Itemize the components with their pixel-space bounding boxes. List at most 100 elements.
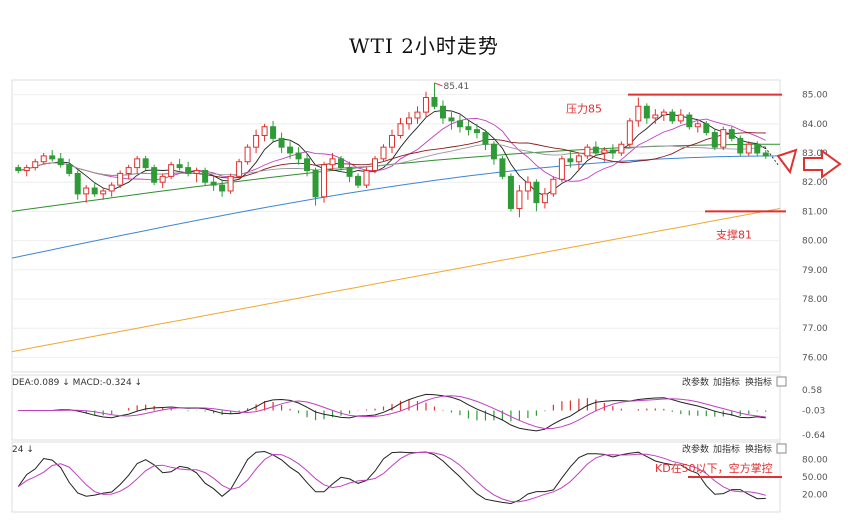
kd-frame — [11, 441, 781, 513]
candle-body — [465, 126, 472, 131]
candle-body — [609, 149, 616, 154]
y-tick-label: 78.00 — [802, 295, 828, 305]
candle-body — [151, 167, 158, 183]
candle-body — [448, 117, 455, 122]
candle-body — [219, 184, 226, 192]
candle-body — [202, 170, 209, 183]
plot-frame — [11, 79, 781, 373]
candle-body — [176, 164, 183, 169]
swap-indicator-button: 换指标 — [745, 376, 772, 388]
candle-body — [737, 137, 744, 154]
candle-body — [618, 143, 625, 154]
kd-label: 24 ↓ — [12, 445, 34, 455]
change-params-button: 改参数 — [682, 443, 709, 455]
candle-body — [168, 164, 175, 177]
candle-body — [108, 184, 115, 192]
candle-body — [372, 158, 379, 172]
close-icon — [776, 376, 787, 387]
candle-body — [278, 137, 285, 148]
main-price-panel: 85.00 84.00 83.00 82.00 81.00 80.00 79.00 78.00… — [11, 79, 842, 373]
candle-body — [66, 164, 73, 174]
kd-tick: 50.00 — [802, 473, 828, 483]
y-tick-label: 81.00 — [802, 207, 828, 217]
candle-body — [159, 175, 166, 183]
candle-body — [380, 146, 387, 160]
candle-body — [643, 105, 650, 119]
candle-body — [134, 158, 141, 169]
candle-body — [584, 146, 591, 157]
kd-tick: 80.00 — [802, 456, 828, 466]
candle-body — [236, 161, 243, 177]
support-label: 支撑81 — [716, 227, 752, 241]
peak-label: 85.41 — [443, 82, 469, 92]
candle-body — [57, 158, 64, 166]
candle-body — [117, 172, 124, 186]
candle-body — [762, 152, 769, 157]
macd-label: DEA:0.089 ↓ MACD:-0.324 ↓ — [12, 378, 142, 388]
candle-body — [626, 120, 633, 145]
kd-panel: 24 ↓ 改参数 加指标 换指标 80.00 50.00 20.00 KD在50以下，空方掌控 — [11, 441, 828, 513]
right-arrow-icon — [803, 149, 842, 179]
ma-5-line — [18, 109, 767, 197]
candle-body — [499, 158, 506, 177]
kd-annotation: KD在50以下，空方掌控 — [655, 461, 773, 475]
candle-body — [507, 175, 514, 209]
candle-body — [270, 126, 277, 139]
k-line — [17, 450, 766, 505]
dea-line — [18, 395, 766, 430]
page-title: WTI 2小时走势 — [349, 34, 499, 58]
candle-body — [15, 167, 22, 172]
candle-body — [49, 155, 56, 160]
candle-body — [635, 105, 642, 122]
ma-line-1 — [11, 208, 781, 353]
candle-body — [720, 129, 727, 148]
candle-body — [210, 181, 217, 186]
ma-30-line — [18, 143, 766, 176]
candle-body — [669, 111, 676, 122]
add-indicator-button: 加指标 — [713, 376, 740, 388]
swap-indicator-button: 换指标 — [745, 443, 772, 455]
kd-tick: 20.00 — [802, 490, 828, 500]
candle-body — [355, 175, 362, 186]
macd-frame — [11, 374, 781, 441]
candle-body — [389, 134, 395, 148]
candle-body — [253, 134, 260, 148]
candle-body — [244, 146, 251, 163]
candle-body — [524, 181, 531, 192]
candle-body — [304, 158, 311, 172]
candle-body — [363, 170, 370, 186]
candle-body — [541, 193, 548, 204]
y-tick-label: 82.00 — [802, 178, 828, 188]
change-params-button: 改参数 — [682, 376, 709, 388]
macd-tick: -0.64 — [802, 431, 826, 441]
candle-body — [601, 149, 608, 154]
candle-body — [125, 167, 132, 174]
candle-body — [422, 97, 429, 113]
candle-body — [405, 117, 412, 125]
candle-body — [482, 132, 489, 145]
candle-body — [100, 190, 107, 195]
y-tick-label: 76.00 — [802, 353, 828, 363]
macd-tick: 0.58 — [802, 386, 822, 396]
peak-pointer — [434, 82, 443, 87]
candle-body — [660, 111, 667, 116]
y-tick-label: 77.00 — [802, 324, 828, 334]
d-line — [17, 451, 766, 503]
candle-body — [703, 123, 710, 134]
candle-body — [227, 175, 234, 192]
candle-body — [91, 187, 98, 195]
candle-body — [516, 190, 523, 209]
candle-body — [329, 158, 336, 166]
candle-body — [295, 152, 302, 160]
candle-body — [40, 155, 47, 163]
candle-body — [686, 114, 693, 128]
add-indicator-button: 加指标 — [713, 443, 740, 455]
candle-body — [338, 158, 345, 169]
candle-body — [711, 132, 718, 148]
candle-body — [575, 155, 582, 163]
dif-line — [18, 393, 766, 432]
candle-body — [312, 170, 319, 198]
candle-body — [397, 123, 404, 136]
candle-body — [321, 164, 328, 198]
candle-body — [193, 170, 200, 174]
